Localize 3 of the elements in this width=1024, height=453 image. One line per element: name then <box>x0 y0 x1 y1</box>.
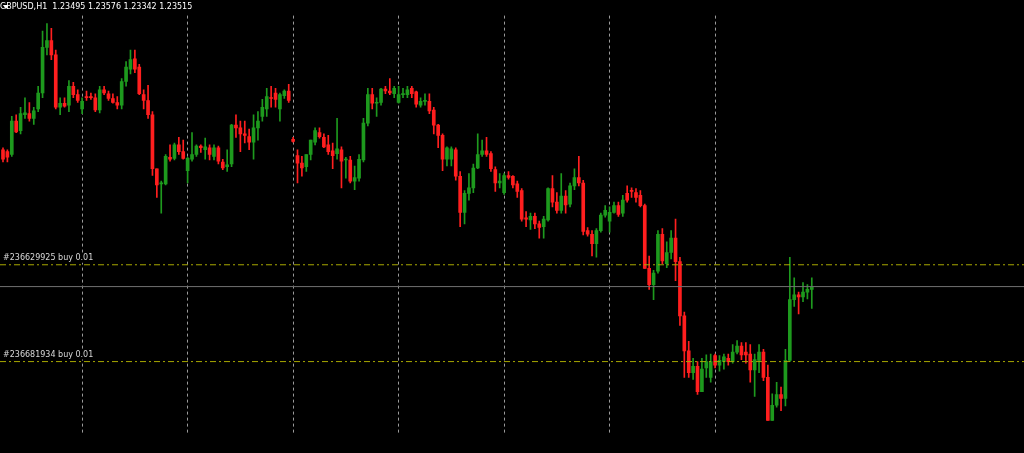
chart-title: GBPUSD,H1 1.23495 1.23576 1.23342 1.23515 <box>0 1 193 11</box>
ref-line-label: #236629925 buy 0.01 <box>3 252 94 262</box>
ref-line-label: #236681934 buy 0.01 <box>3 349 94 359</box>
